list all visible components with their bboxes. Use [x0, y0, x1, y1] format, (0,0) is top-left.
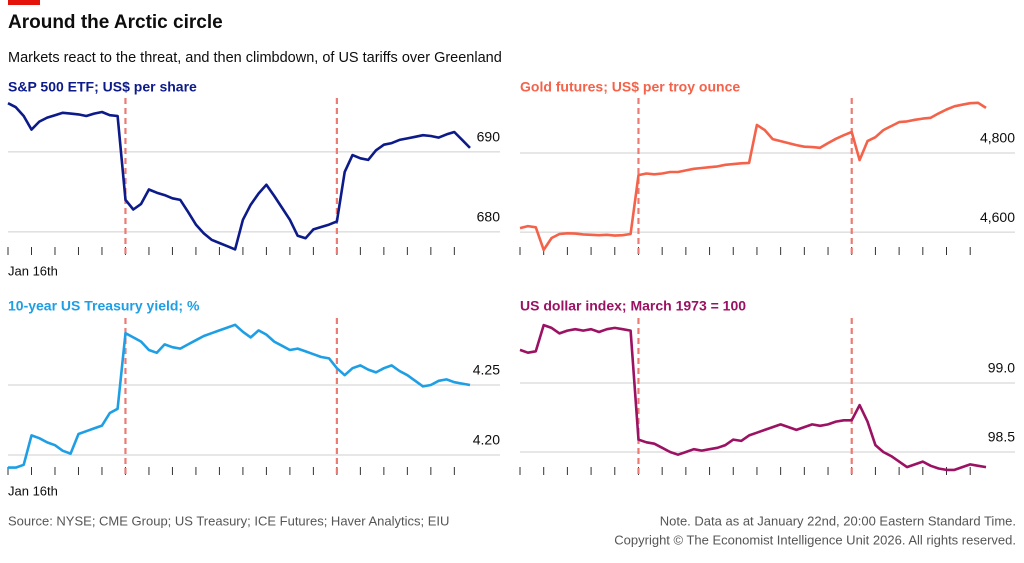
x-tick-label: Jan 16th [8, 483, 58, 498]
series-line [519, 101, 987, 252]
y-tick-label: 4.25 [473, 362, 500, 378]
title: Around the Arctic circle [8, 12, 223, 33]
series-line [519, 323, 987, 472]
brand-bar [8, 0, 40, 5]
y-tick-label: 98.5 [988, 429, 1015, 445]
copyright: Copyright © The Economist Intelligence U… [614, 532, 1016, 547]
y-tick-label: 680 [477, 209, 501, 225]
y-tick-label: 99.0 [988, 360, 1015, 376]
y-tick-label: 4,800 [980, 130, 1015, 146]
series-line [7, 102, 471, 251]
panel-title: S&P 500 ETF; US$ per share [8, 79, 197, 95]
panel-title: US dollar index; March 1973 = 100 [520, 298, 746, 314]
panel-title: Gold futures; US$ per troy ounce [520, 79, 740, 95]
y-tick-label: 4,600 [980, 209, 1015, 225]
series-line [8, 323, 471, 469]
note: Note. Data as at January 22nd, 20:00 Eas… [660, 513, 1016, 528]
x-tick-label: Jan 16th [8, 263, 58, 278]
subtitle: Markets react to the threat, and then cl… [8, 50, 502, 66]
y-tick-label: 4.20 [473, 432, 500, 448]
source: Source: NYSE; CME Group; US Treasury; IC… [8, 513, 449, 528]
panel-title: 10-year US Treasury yield; % [8, 298, 200, 314]
y-tick-label: 690 [477, 129, 501, 145]
